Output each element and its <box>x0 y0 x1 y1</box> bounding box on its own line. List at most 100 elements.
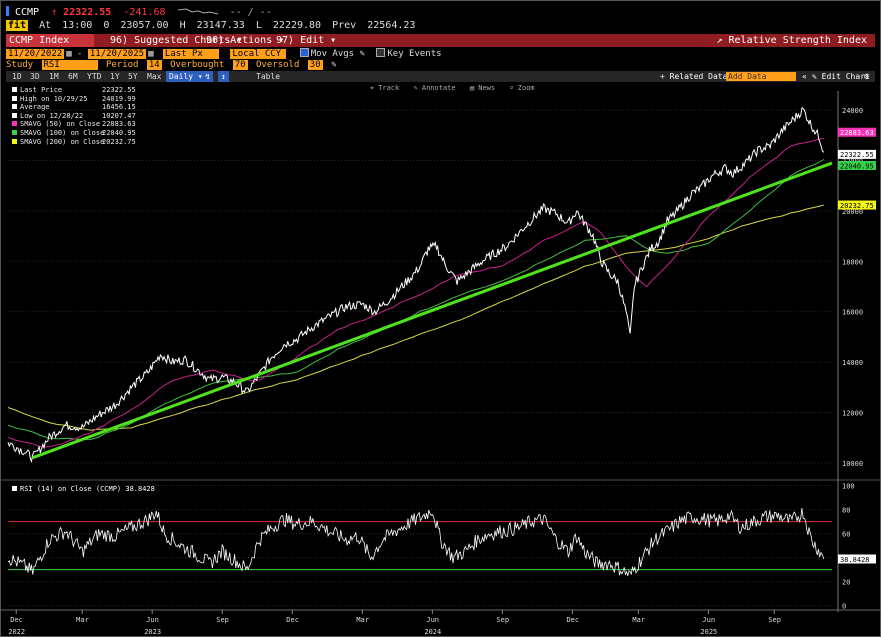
period-1y[interactable]: 1Y <box>110 72 120 81</box>
rsi-tick-label: 80 <box>842 507 850 515</box>
study-select[interactable]: RSI <box>41 60 98 70</box>
start-date-field[interactable]: 11/20/2022 <box>6 49 65 59</box>
ticker-symbol[interactable]: CCMP <box>15 7 40 18</box>
bar-style-icon[interactable]: ↕ <box>218 71 229 82</box>
x-year-label: 2023 <box>144 628 161 636</box>
date-dash: - <box>77 49 83 59</box>
legend-row: SMAVG (200) on Close 20232.75 <box>12 137 136 147</box>
suggested-charts-menu[interactable]: 96) Suggested Charts ▾ <box>110 35 243 46</box>
edit-chart-button[interactable]: ✎ Edit Chart <box>812 72 870 81</box>
title-bar: CCMP Index 96) Suggested Charts ▾ 96) Ac… <box>6 34 875 47</box>
chart-title: ↗ Relative Strength Index <box>716 34 867 47</box>
currency-select[interactable]: Local CCY <box>230 49 287 59</box>
end-calendar-icon[interactable]: ▦ <box>148 49 154 59</box>
x-tick-label: Jun <box>702 616 715 624</box>
frequency-select[interactable]: Daily ▾ <box>166 71 206 82</box>
x-tick-label: Jun <box>146 616 159 624</box>
settings-row: 11/20/2022 ▦ - 11/20/2025 ▦ Last Px Local … <box>6 48 442 60</box>
x-tick-label: Jun <box>426 616 439 624</box>
chart-type-icon[interactable]: ↯ <box>202 71 213 82</box>
rsi-value-tag-bg <box>838 554 876 564</box>
rsi-tick-label: 20 <box>842 579 850 587</box>
x-tick-label: Dec <box>10 616 23 624</box>
period-label: Period <box>105 60 139 70</box>
legend-label: SMAVG (50) on Close <box>20 120 101 129</box>
mov-avgs-label: Mov Avgs <box>310 49 355 59</box>
pencil-icon[interactable]: ✎ <box>359 49 365 59</box>
legend-value: 22883.63 <box>102 120 136 129</box>
end-date-field[interactable]: 11/20/2025 <box>87 49 147 59</box>
legend-row: Average 16456.15 <box>12 103 136 112</box>
study-pencil-icon[interactable]: ✎ <box>331 60 337 70</box>
x-tick-label: Mar <box>356 616 369 624</box>
rsi-legend: RSI (14) on Close (CCMP) 38.8428 <box>12 485 155 493</box>
track-tool[interactable]: ⌖ Track <box>370 84 400 92</box>
oversold-field[interactable]: 30 <box>307 60 323 70</box>
x-tick-label: Mar <box>632 616 645 624</box>
legend-value: 22322.55 <box>102 86 136 94</box>
oversold-label: Oversold <box>256 60 300 70</box>
overbought-field[interactable]: 70 <box>232 60 248 70</box>
legend-row: SMAVG (50) on Close 22883.63 <box>12 120 136 129</box>
legend-value: 20232.75 <box>102 137 136 146</box>
study-label: Study <box>6 60 34 70</box>
period-field[interactable]: 14 <box>146 60 162 70</box>
period-ytd[interactable]: YTD <box>87 72 102 81</box>
study-row: Study RSI Period 14 Overbought 70 Overso… <box>6 60 336 72</box>
rsi-tick-label: 0 <box>842 603 846 611</box>
rsi-tick-label: 100 <box>842 483 855 491</box>
realtime-badge: fit <box>6 20 29 31</box>
x-tick-label: Mar <box>76 616 89 624</box>
period-max[interactable]: Max <box>147 72 162 81</box>
at-label: At <box>39 20 52 31</box>
legend-swatch <box>12 95 17 101</box>
collapse-arrow-icon[interactable]: « <box>802 72 807 81</box>
legend: Last Price 22322.55 High on 10/29/25 24019.… <box>12 86 136 147</box>
mov-avgs-checkbox[interactable] <box>299 48 309 57</box>
legend-label: Last Price <box>20 86 63 94</box>
overbought-label: Overbought <box>170 60 225 70</box>
x-year-label: 2024 <box>424 628 441 636</box>
start-calendar-icon[interactable]: ▦ <box>66 49 72 59</box>
chart-tools: ⌖ Track ✎ Annotate ▤ News ⌕ Zoom <box>370 84 545 93</box>
external-link-icon[interactable]: ↗ <box>716 35 723 46</box>
period-3d[interactable]: 3D <box>30 72 40 81</box>
price-field-select[interactable]: Last Px <box>162 49 219 59</box>
rsi-tick-label: 60 <box>842 531 850 539</box>
open-label: 0 <box>103 20 110 31</box>
settings-gear-icon[interactable]: ⚙ <box>864 72 869 81</box>
x-year-label: 2025 <box>700 628 717 636</box>
zoom-tool[interactable]: ⌕ Zoom <box>509 84 535 92</box>
legend-label: High on 10/29/25 <box>20 94 88 103</box>
sma100-line <box>7 159 825 441</box>
sma50-value-tag: 22883.63 <box>840 129 874 137</box>
actions-menu[interactable]: 96) Actions ▾ <box>206 35 285 46</box>
security-field[interactable]: CCMP Index <box>6 34 94 47</box>
add-data-field[interactable]: Add Data <box>726 72 796 81</box>
key-events-checkbox[interactable] <box>376 48 386 57</box>
x-tick-label: Dec <box>566 616 579 624</box>
period-1m[interactable]: 1M <box>49 72 59 81</box>
legend-label: SMAVG (200) on Close <box>20 137 105 146</box>
last-price: 22322.55 <box>63 7 112 18</box>
legend-swatch <box>12 129 17 135</box>
sma200-value-tag-bg <box>838 200 876 210</box>
table-button[interactable]: Table <box>256 72 281 81</box>
period-1d[interactable]: 1D <box>12 72 22 81</box>
annotate-tool[interactable]: ✎ Annotate <box>413 84 456 92</box>
edit-menu[interactable]: 97) Edit ▾ <box>276 35 337 46</box>
sma100-value-tag-bg <box>838 160 876 170</box>
news-tool[interactable]: ▤ News <box>469 84 496 92</box>
related-data-button[interactable]: + Related Data ▾ <box>660 72 738 81</box>
period-6m[interactable]: 6M <box>68 72 78 81</box>
up-arrow-icon: ↑ <box>51 7 58 18</box>
legend-value: 24019.99 <box>102 94 136 103</box>
x-tick-label: Dec <box>286 616 299 624</box>
sma200-value-tag: 20232.75 <box>840 202 874 210</box>
legend-row: SMAVG (100) on Close 22040.95 <box>12 129 136 138</box>
legend-value: 22040.95 <box>102 128 136 137</box>
legend-value: 10207.47 <box>102 111 136 120</box>
legend-swatch <box>12 87 17 92</box>
period-5y[interactable]: 5Y <box>128 72 138 81</box>
